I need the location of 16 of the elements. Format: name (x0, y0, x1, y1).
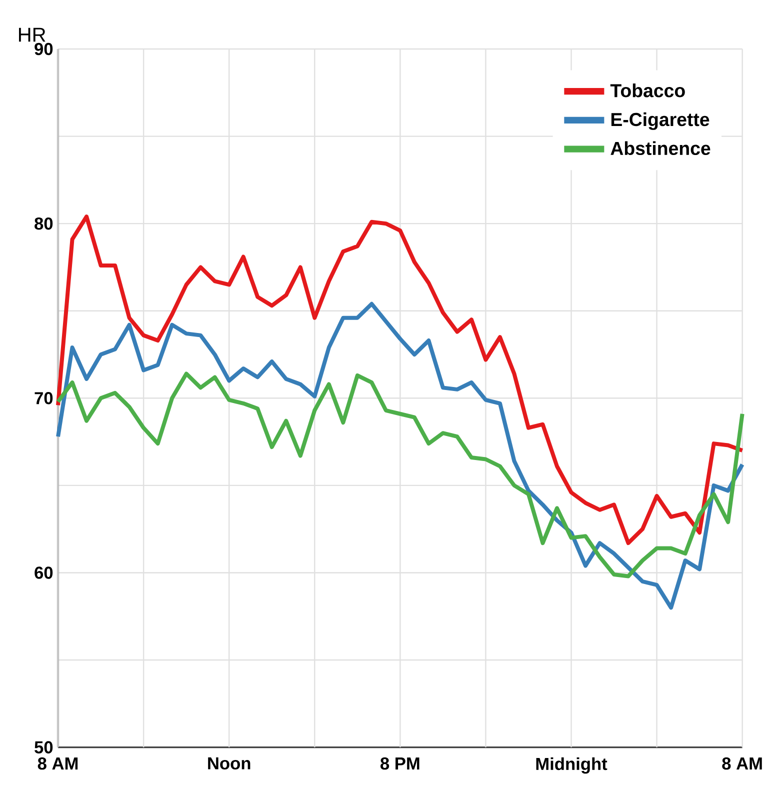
legend-label: E-Cigarette (611, 112, 709, 130)
legend-label: Abstinence (610, 141, 710, 156)
y-tick-label: 80 (34, 217, 52, 230)
legend-label: Tobacco (610, 84, 685, 98)
y-tick-label: 90 (34, 42, 52, 56)
line-series (56, 372, 744, 578)
x-tick-label: 8 PM (380, 757, 419, 770)
y-tick-label: 50 (34, 741, 52, 754)
y-axis-title: HR (18, 28, 46, 42)
x-tick-label: 8 AM (38, 757, 78, 770)
y-tick-label: 60 (34, 566, 52, 579)
x-tick-label: 8 AM (722, 757, 762, 770)
x-tick-label: Midnight (536, 757, 607, 774)
x-tick-label: Noon (208, 757, 250, 770)
y-tick-label: 70 (34, 392, 52, 404)
line-series (56, 214, 744, 546)
